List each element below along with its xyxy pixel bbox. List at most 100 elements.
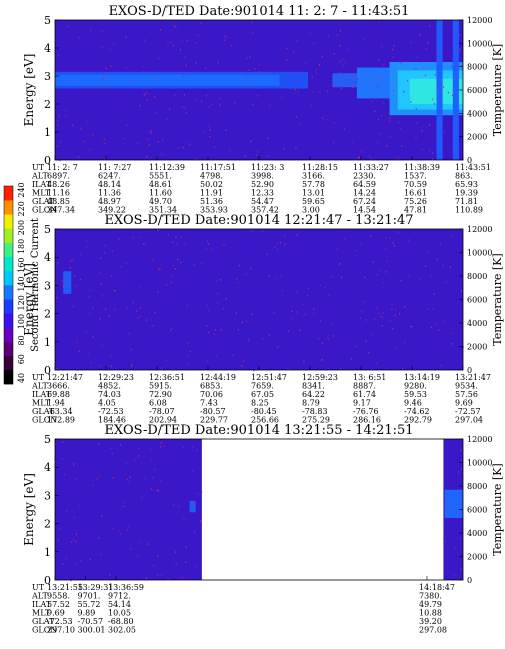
orbit-value-glon: 3.00 bbox=[302, 206, 320, 215]
y-axis-label: Energy [eV] bbox=[22, 473, 36, 546]
orbit-value-mlt: 8.25 bbox=[251, 399, 269, 408]
orbit-value-ut: 11: 2: 7 bbox=[47, 163, 78, 172]
colorbar-tick-label: 240 bbox=[17, 182, 26, 197]
orbit-value-alt: 2330. bbox=[353, 172, 376, 181]
y2-tick-label: 4000 bbox=[467, 109, 487, 118]
orbit-value-glon: 349.22 bbox=[98, 206, 126, 215]
orbit-value-ilat: 50.02 bbox=[200, 180, 223, 189]
y2-tick-label: 8000 bbox=[467, 272, 487, 281]
orbit-value-alt: 3166. bbox=[302, 172, 325, 181]
colorbar: 40 60 80 100 120 140 160 180 200 220 240 Second Har… bbox=[3, 182, 41, 385]
orbit-value-alt: 7380. bbox=[419, 592, 442, 601]
orbit-value-ilat: 72.90 bbox=[149, 390, 172, 399]
orbit-value-glon: 353.93 bbox=[200, 206, 228, 215]
intensity-band-3 bbox=[332, 73, 357, 88]
orbit-row-label-mlt: MLT bbox=[32, 399, 51, 408]
colorbar-segment bbox=[4, 186, 13, 201]
orbit-row-label-glon: GLON bbox=[32, 626, 57, 635]
orbit-value-glon: 351.34 bbox=[149, 206, 177, 215]
y2-tick-label: 0 bbox=[467, 576, 472, 585]
orbit-value-alt: 863. bbox=[455, 172, 473, 181]
orbit-value-alt: 4798. bbox=[200, 172, 223, 181]
orbit-value-glon: 297.04 bbox=[455, 416, 483, 425]
y2-tick-label: 8000 bbox=[467, 482, 487, 491]
orbit-value-ut: 12:44:19 bbox=[200, 373, 236, 382]
orbit-value-mlt: 9.69 bbox=[455, 399, 473, 408]
orbit-value-glon: 286.16 bbox=[353, 416, 381, 425]
orbit-row-label-glat: GLAT bbox=[32, 197, 55, 206]
orbit-value-alt: 6247. bbox=[98, 172, 121, 181]
orbit-value-glat: -78.07 bbox=[149, 407, 175, 416]
colorbar-segment bbox=[4, 256, 13, 272]
intensity-band-2 bbox=[55, 74, 280, 86]
noise-texture-1 bbox=[57, 441, 203, 582]
orbit-value-alt: 6853. bbox=[200, 382, 223, 391]
orbit-value-ut: 11:23: 3 bbox=[251, 163, 284, 172]
orbit-value-alt: 9558. bbox=[47, 592, 70, 601]
panel-2: 0 1 2 3 4 5 0 2000 4000 6000 8000 10000 12000 EXOS-D/… bbox=[22, 213, 504, 425]
orbit-value-alt: 4852. bbox=[98, 382, 121, 391]
orbit-value-mlt: 9.69 bbox=[47, 609, 65, 618]
intensity-band-2 bbox=[444, 489, 463, 518]
orbit-row-label-alt: ALT bbox=[31, 382, 48, 391]
y2-axis-label: Temperature [K] bbox=[491, 253, 504, 345]
orbit-value-mlt: 9.89 bbox=[78, 609, 96, 618]
y2-tick-label: 6000 bbox=[467, 296, 487, 305]
chart-title: EXOS-D/TED Date:901014 12:21:47 - 13:21:… bbox=[104, 213, 413, 228]
orbit-value-alt: 9701. bbox=[78, 592, 101, 601]
panel-1: 0 1 2 3 4 5 0 2000 4000 6000 8000 10000 12000 EXOS-D/… bbox=[22, 4, 504, 215]
orbit-value-ut: 11:28:15 bbox=[302, 163, 338, 172]
orbit-value-ilat: 70.59 bbox=[404, 180, 427, 189]
y-tick-label: 3 bbox=[44, 70, 51, 83]
intensity-band-4 bbox=[356, 67, 390, 99]
orbit-value-glon: 47.81 bbox=[404, 206, 427, 215]
y2-tick-label: 12000 bbox=[467, 435, 492, 444]
y-tick-label: 4 bbox=[44, 251, 51, 264]
y-tick-label: 5 bbox=[44, 433, 51, 446]
colorbar-segment bbox=[4, 327, 13, 342]
orbit-value-glat: 59.65 bbox=[302, 197, 325, 206]
orbit-value-glat: 51.36 bbox=[200, 197, 223, 206]
orbit-value-alt: 5551. bbox=[149, 172, 172, 181]
y-tick-label: 4 bbox=[44, 42, 51, 55]
colorbar-tick-label: 220 bbox=[17, 201, 26, 216]
y2-tick-label: 12000 bbox=[467, 225, 492, 234]
colorbar-segment bbox=[4, 242, 13, 258]
y-tick-label: 2 bbox=[44, 308, 51, 321]
y2-tick-label: 2000 bbox=[467, 133, 487, 142]
colorbar-segment bbox=[4, 313, 13, 328]
orbit-value-glat: 67.24 bbox=[353, 197, 376, 206]
orbit-value-ut: 12:36:51 bbox=[149, 373, 185, 382]
orbit-value-ut: 11:33:27 bbox=[353, 163, 389, 172]
chart-title: EXOS-D/TED Date:901014 13:21:55 - 14:21:… bbox=[104, 423, 413, 438]
y2-tick-label: 0 bbox=[467, 366, 472, 375]
orbit-value-mlt: 11.60 bbox=[149, 189, 172, 198]
y2-tick-label: 6000 bbox=[467, 506, 487, 515]
orbit-row-label-ilat: ILAT bbox=[32, 180, 52, 189]
orbit-value-alt: 8341. bbox=[302, 382, 325, 391]
orbit-value-glon: 229.77 bbox=[200, 416, 228, 425]
orbit-value-glat: -80.45 bbox=[251, 407, 277, 416]
orbit-value-glat: 49.70 bbox=[149, 197, 172, 206]
data-coverage-1 bbox=[55, 439, 202, 580]
orbit-value-mlt: 6.08 bbox=[149, 399, 167, 408]
colorbar-tick-label: 60 bbox=[17, 354, 26, 364]
orbit-value-ut: 11: 7:27 bbox=[98, 163, 131, 172]
orbit-value-glon: 14.54 bbox=[353, 206, 376, 215]
noise-texture-2 bbox=[443, 449, 463, 576]
orbit-value-ut: 11:17:51 bbox=[200, 163, 236, 172]
y-tick-label: 2 bbox=[44, 98, 51, 111]
colorbar-tick-label: 100 bbox=[17, 314, 26, 329]
orbit-value-glat: 48.97 bbox=[98, 197, 121, 206]
panel-3: 0 1 2 3 4 5 0 2000 4000 6000 8000 10000 12000 EXOS-D/… bbox=[22, 423, 504, 635]
orbit-value-ilat: 59.53 bbox=[404, 390, 427, 399]
colorbar-tick-label: 140 bbox=[17, 276, 26, 291]
colorbar-segment bbox=[4, 228, 13, 243]
orbit-value-mlt: 11.36 bbox=[98, 189, 121, 198]
orbit-value-ilat: 52.90 bbox=[251, 180, 274, 189]
intensity-band-8 bbox=[436, 20, 443, 160]
colorbar-label: Second Harmonic Current bbox=[30, 218, 41, 352]
y2-tick-label: 12000 bbox=[467, 16, 492, 25]
orbit-value-alt: 3998. bbox=[251, 172, 274, 181]
